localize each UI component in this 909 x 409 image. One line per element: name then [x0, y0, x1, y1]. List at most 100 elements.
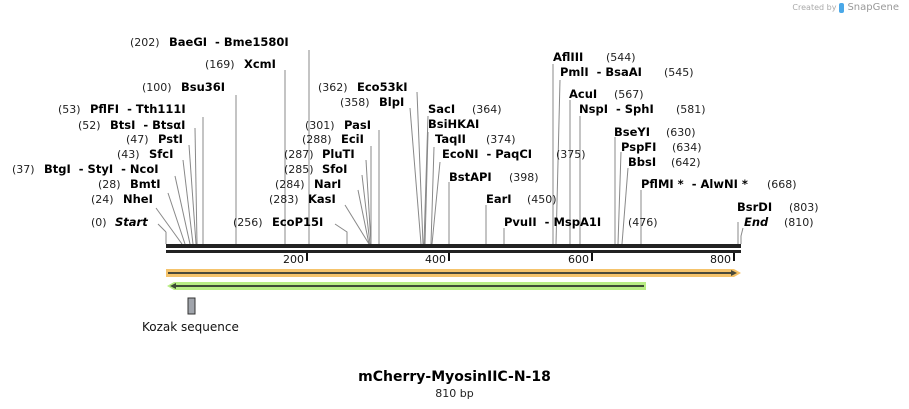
svg-text:(544): (544): [606, 51, 636, 64]
svg-text:AcuI: AcuI: [569, 87, 597, 101]
site-bseyi[interactable]: BseYI (630): [614, 125, 696, 139]
svg-text:(288): (288): [302, 133, 332, 146]
svg-text:(476): (476): [628, 216, 658, 229]
site-blpi[interactable]: (358) BlpI: [340, 95, 404, 109]
svg-text:(283): (283): [269, 193, 299, 206]
site-eco53ki[interactable]: (362) Eco53kI: [318, 80, 408, 94]
svg-text:(100): (100): [142, 81, 172, 94]
svg-text:EciI: EciI: [341, 132, 364, 146]
svg-text:(362): (362): [318, 81, 348, 94]
svg-text:(256): (256): [233, 216, 263, 229]
svg-text:PspFI: PspFI: [621, 140, 656, 154]
svg-text:(285): (285): [284, 163, 314, 176]
site-bstapi[interactable]: BstAPI (398): [449, 170, 539, 184]
site-pflfi[interactable]: (53) PflFI - Tth111I: [58, 102, 186, 116]
svg-text:PstI: PstI: [158, 132, 183, 146]
kozak-sequence-box[interactable]: [187, 297, 196, 315]
tick-label-200: 200: [283, 253, 304, 266]
tick-label-400: 400: [425, 253, 446, 266]
svg-text:XcmI: XcmI: [244, 57, 276, 71]
site-eari[interactable]: EarI (450): [486, 192, 557, 206]
svg-text:BlpI: BlpI: [379, 95, 404, 109]
svg-text:(634): (634): [672, 141, 702, 154]
svg-text:(450): (450): [527, 193, 557, 206]
svg-text:End: End: [744, 215, 769, 229]
tick-label-800: 800: [710, 253, 731, 266]
svg-text:(53): (53): [58, 103, 81, 116]
kozak-sequence-label: Kozak sequence: [142, 320, 239, 334]
site-pasi[interactable]: (301) PasI: [305, 118, 371, 132]
svg-text:Eco53kI: Eco53kI: [357, 80, 408, 94]
svg-text:BstAPI: BstAPI: [449, 170, 492, 184]
svg-text:BbsI: BbsI: [628, 155, 656, 169]
svg-text:(47): (47): [126, 133, 149, 146]
site-saci[interactable]: SacI (364): [428, 102, 502, 116]
svg-text:NheI: NheI: [123, 192, 153, 206]
site-nspi[interactable]: NspI - SphI (581): [579, 102, 706, 116]
svg-text:(52): (52): [78, 119, 101, 132]
svg-text:(630): (630): [666, 126, 696, 139]
site-pvuii[interactable]: PvuII - MspA1I (476): [504, 215, 658, 229]
site-btgi[interactable]: (37) BtgI - StyI - NcoI: [12, 162, 159, 176]
site-bmti[interactable]: (28) BmtI: [98, 177, 161, 191]
svg-text:(287): (287): [284, 148, 314, 161]
svg-text:NspI - SphI: NspI - SphI: [579, 102, 654, 116]
svg-text:PluTI: PluTI: [322, 147, 355, 161]
reverse-feature[interactable]: [167, 282, 646, 290]
svg-text:Bsu36I: Bsu36I: [181, 80, 225, 94]
site-econi[interactable]: EcoNI - PaqCI (375): [442, 147, 586, 161]
svg-text:(43): (43): [117, 148, 140, 161]
svg-text:PflMI * - AlwNI *: PflMI * - AlwNI *: [641, 177, 748, 191]
svg-text:(545): (545): [664, 66, 694, 79]
svg-text:(358): (358): [340, 96, 370, 109]
svg-text:EcoP15I: EcoP15I: [272, 215, 323, 229]
svg-text:PasI: PasI: [344, 118, 371, 132]
site-pmli[interactable]: PmlI - BsaAI (545): [560, 65, 694, 79]
site-sfci[interactable]: (43) SfcI: [117, 147, 173, 161]
site-bsihkai[interactable]: BsiHKAI: [428, 117, 479, 131]
site-kasi[interactable]: (283) KasI: [269, 192, 336, 206]
svg-text:(284): (284): [275, 178, 305, 191]
svg-text:EarI: EarI: [486, 192, 512, 206]
forward-feature-mcherry-myosin[interactable]: [166, 269, 741, 277]
svg-text:BsrDI: BsrDI: [737, 200, 772, 214]
svg-text:(398): (398): [509, 171, 539, 184]
credit-brand: SnapGene: [847, 2, 899, 13]
svg-text:(169): (169): [205, 58, 235, 71]
svg-text:KasI: KasI: [308, 192, 336, 206]
svg-text:BtsI - BtsαI: BtsI - BtsαI: [110, 118, 185, 132]
tick-marks: [306, 253, 735, 261]
site-end[interactable]: End (810): [744, 215, 814, 229]
site-bsrdi[interactable]: BsrDI (803): [737, 200, 819, 214]
site-pspfi[interactable]: PspFI (634): [621, 140, 702, 154]
site-pluti[interactable]: (287) PluTI: [284, 147, 355, 161]
site-xcmi[interactable]: (169) XcmI: [205, 57, 276, 71]
svg-text:(567): (567): [614, 88, 644, 101]
site-start[interactable]: (0) Start: [91, 215, 148, 229]
svg-text:(581): (581): [676, 103, 706, 116]
backbone-top-strand: [166, 244, 741, 248]
svg-text:Start: Start: [115, 215, 148, 229]
site-pflmi[interactable]: PflMI * - AlwNI * (668): [641, 177, 797, 191]
svg-text:(202): (202): [130, 36, 160, 49]
site-bbsi[interactable]: BbsI (642): [628, 155, 701, 169]
svg-text:SfoI: SfoI: [322, 162, 347, 176]
site-afliii[interactable]: AflIII (544): [553, 50, 636, 64]
site-sfoi[interactable]: (285) SfoI: [284, 162, 347, 176]
site-nhei[interactable]: (24) NheI: [91, 192, 153, 206]
svg-text:(37): (37): [12, 163, 35, 176]
site-ecii[interactable]: (288) EciI: [302, 132, 364, 146]
svg-text:(0): (0): [91, 216, 107, 229]
site-acui[interactable]: AcuI (567): [569, 87, 644, 101]
svg-text:PflFI - Tth111I: PflFI - Tth111I: [90, 102, 186, 116]
svg-text:SfcI: SfcI: [149, 147, 173, 161]
site-baegi[interactable]: (202) BaeGI - Bme1580I: [130, 35, 289, 49]
site-taqii[interactable]: TaqII (374): [435, 132, 516, 146]
svg-text:PvuII - MspA1I: PvuII - MspA1I: [504, 215, 601, 229]
site-psti[interactable]: (47) PstI: [126, 132, 183, 146]
site-bsu36i[interactable]: (100) Bsu36I: [142, 80, 225, 94]
site-ecop15i[interactable]: (256) EcoP15I: [233, 215, 323, 229]
site-nari[interactable]: (284) NarI: [275, 177, 341, 191]
site-btsi[interactable]: (52) BtsI - BtsαI: [78, 118, 185, 132]
